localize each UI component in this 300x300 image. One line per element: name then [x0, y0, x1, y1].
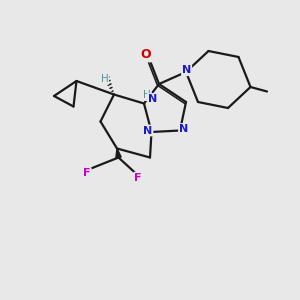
- Text: F: F: [83, 168, 91, 178]
- Polygon shape: [116, 148, 121, 158]
- Text: N: N: [148, 94, 157, 104]
- Text: N: N: [179, 124, 188, 134]
- Text: N: N: [182, 65, 191, 75]
- Text: F: F: [134, 172, 142, 183]
- Text: H: H: [143, 90, 151, 100]
- Text: H: H: [100, 74, 108, 84]
- Text: O: O: [141, 48, 152, 62]
- Text: N: N: [143, 125, 152, 136]
